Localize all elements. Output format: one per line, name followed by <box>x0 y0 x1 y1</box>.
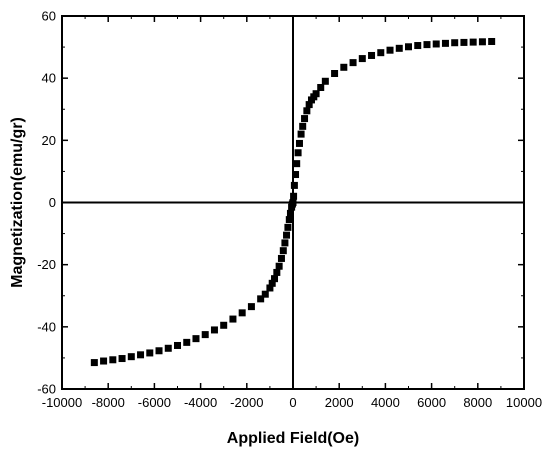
data-point <box>460 38 468 46</box>
data-point <box>261 290 269 298</box>
data-point <box>155 347 163 355</box>
data-point <box>303 107 311 115</box>
x-tick-label: -10000 <box>42 395 82 410</box>
data-point <box>340 63 348 71</box>
data-point <box>109 356 117 364</box>
data-point <box>279 247 287 255</box>
y-tick-label: 0 <box>49 195 56 210</box>
data-point <box>275 262 283 270</box>
x-axis-title: Applied Field(Oe) <box>227 430 359 447</box>
x-tick-label: -2000 <box>230 395 263 410</box>
data-point <box>299 122 307 130</box>
y-tick-label: 20 <box>42 133 56 148</box>
data-point <box>127 353 135 361</box>
data-point <box>358 55 366 63</box>
x-tick-label: 0 <box>289 395 296 410</box>
x-tick-label: 10000 <box>506 395 542 410</box>
data-point <box>289 199 297 206</box>
data-point <box>295 139 303 147</box>
y-axis-title: Magnetization(emu/gr) <box>9 117 26 288</box>
data-point <box>210 326 218 334</box>
y-tick-label: -40 <box>37 319 56 334</box>
data-point <box>273 268 281 276</box>
data-point <box>271 275 279 283</box>
data-point <box>257 295 265 303</box>
data-point <box>469 38 477 46</box>
data-point <box>90 359 98 367</box>
data-point <box>229 315 237 323</box>
data-point <box>284 223 292 231</box>
data-point <box>305 101 313 109</box>
data-point <box>423 41 431 49</box>
x-tick-label: -6000 <box>138 395 171 410</box>
data-point <box>137 351 145 359</box>
data-point <box>312 90 320 98</box>
data-point <box>277 254 285 262</box>
data-point <box>266 284 274 292</box>
data-point <box>220 321 228 329</box>
x-tick-label: -8000 <box>92 395 125 410</box>
data-point <box>297 130 305 138</box>
data-point <box>100 357 108 365</box>
data-point <box>238 309 246 317</box>
y-axis-ticks: -60 -40 -20 0 20 40 60 <box>37 9 524 397</box>
x-tick-label: 4000 <box>371 395 400 410</box>
data-point <box>281 239 289 247</box>
data-point <box>321 77 329 85</box>
data-point <box>405 43 412 51</box>
data-point <box>285 216 293 224</box>
y-tick-label: -20 <box>37 257 56 272</box>
data-point <box>301 115 309 123</box>
data-points <box>90 37 496 367</box>
data-point <box>192 335 200 343</box>
x-tick-label: 6000 <box>417 395 446 410</box>
data-point <box>183 338 191 346</box>
data-point <box>432 40 440 48</box>
data-point <box>293 160 301 168</box>
data-point <box>268 279 276 287</box>
data-point <box>331 70 339 78</box>
x-tick-label: 8000 <box>463 395 492 410</box>
y-tick-label: 60 <box>42 9 56 24</box>
data-point <box>349 59 357 67</box>
data-point <box>283 231 291 239</box>
data-point <box>290 192 298 200</box>
x-axis-ticks: -10000 -8000 -6000 -4000 -2000 0 2000 4000 6000 8… <box>42 16 542 410</box>
y-tick-label: -60 <box>37 382 56 397</box>
data-point <box>118 355 126 363</box>
data-point <box>395 44 403 52</box>
data-point <box>247 303 255 311</box>
data-point <box>292 171 300 179</box>
data-point <box>290 181 298 189</box>
data-point <box>377 49 385 57</box>
y-tick-label: 40 <box>42 71 56 86</box>
data-point <box>451 39 459 47</box>
data-point <box>174 341 181 349</box>
data-point <box>201 331 209 339</box>
data-point <box>286 209 294 217</box>
data-point <box>414 42 422 50</box>
x-tick-label: 2000 <box>325 395 354 410</box>
data-point <box>441 39 449 47</box>
data-point <box>386 46 394 54</box>
data-point <box>146 349 154 357</box>
data-point <box>164 344 172 352</box>
data-point <box>478 38 486 46</box>
x-tick-label: -4000 <box>184 395 217 410</box>
data-point <box>368 51 376 59</box>
data-point <box>294 149 302 157</box>
data-point <box>317 83 325 91</box>
data-point <box>488 37 496 45</box>
